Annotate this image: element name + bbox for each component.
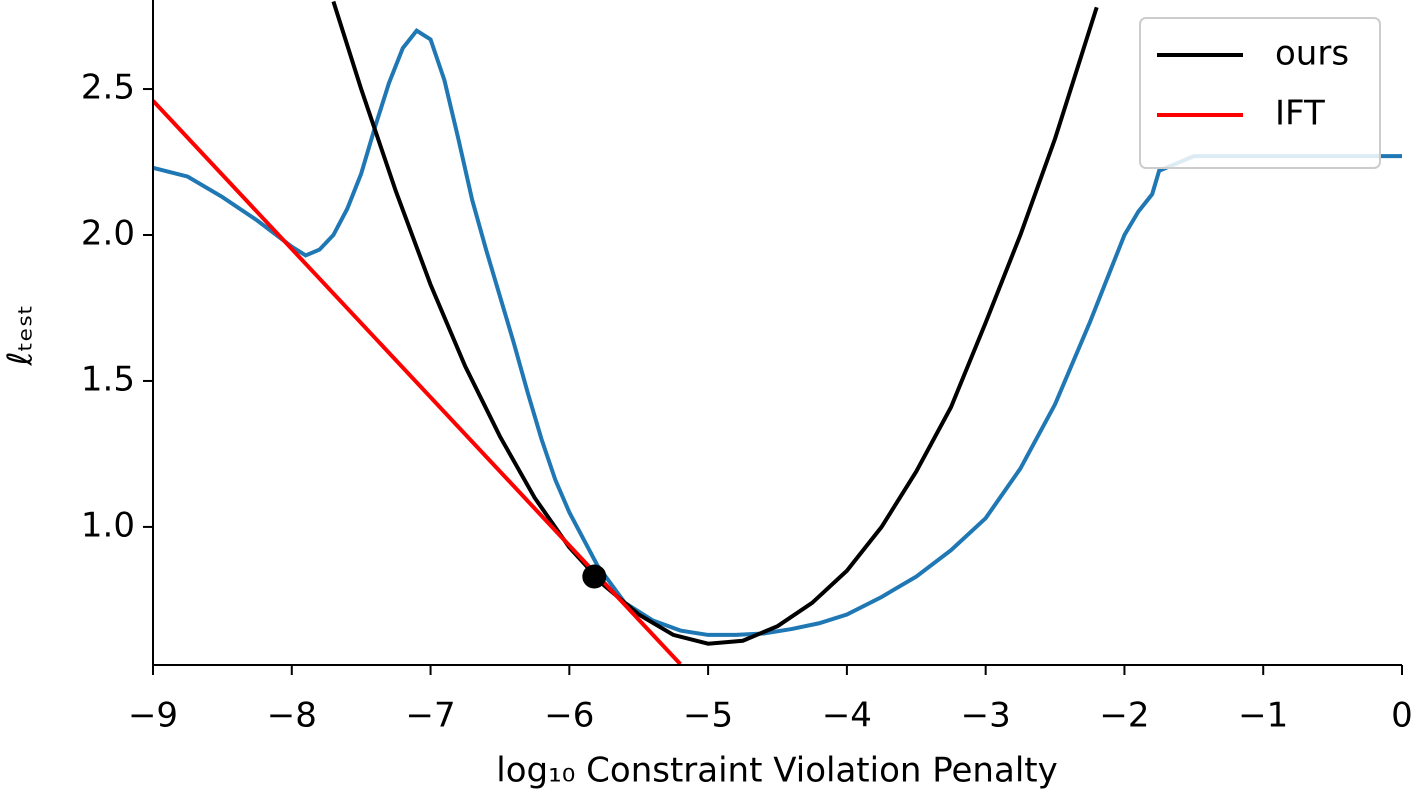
x-tick-label: 0 — [1391, 696, 1413, 736]
x-tick-label: −5 — [683, 696, 733, 736]
x-tick-label: −2 — [1099, 696, 1149, 736]
y-tick-label: 2.0 — [81, 213, 135, 253]
x-tick-label: −9 — [128, 696, 178, 736]
y-tick-label: 1.5 — [81, 359, 135, 399]
y-tick-label: 1.0 — [81, 505, 135, 545]
x-tick-label: −4 — [822, 696, 872, 736]
line — [153, 28, 1402, 637]
x-axis-label: log₁₀ Constraint Violation Penalty — [496, 751, 1057, 791]
line — [331, 0, 1099, 646]
x-tick-label: −8 — [267, 696, 317, 736]
x-tick-label: −6 — [544, 696, 594, 736]
x-tick-label: −3 — [961, 696, 1011, 736]
x-tick-label: −7 — [405, 696, 455, 736]
x-tick-label: −1 — [1238, 696, 1288, 736]
legend-label: ours — [1275, 34, 1349, 74]
legend-label: IFT — [1275, 94, 1325, 134]
y-axis-label: ℓₜₑₛₜ — [1, 305, 41, 367]
y-tick-label: 2.5 — [81, 68, 135, 108]
point — [582, 564, 607, 589]
